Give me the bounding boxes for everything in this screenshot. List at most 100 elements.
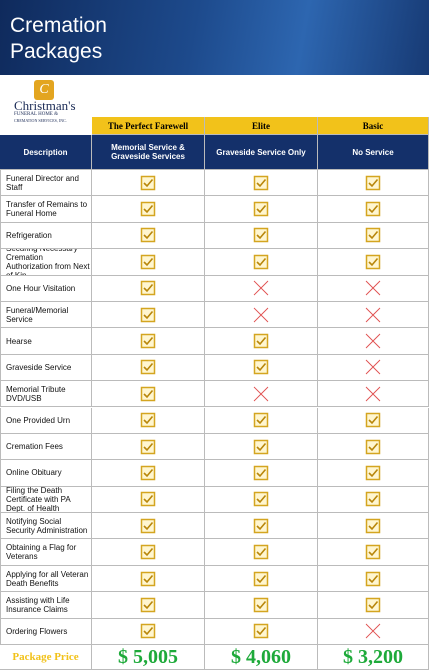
logo-line: FUNERAL HOME & — [14, 112, 58, 117]
check-icon — [253, 439, 269, 454]
mark-cell — [318, 539, 429, 566]
mark-cell — [92, 170, 205, 197]
mark-cell — [92, 354, 205, 382]
check-icon — [140, 307, 156, 322]
mark-cell — [92, 539, 205, 566]
check-icon — [365, 465, 381, 481]
mark-cell — [205, 301, 318, 329]
mark-cell — [92, 433, 205, 461]
description-header: Description — [0, 135, 92, 170]
mark-cell — [318, 196, 429, 223]
mark-cell — [92, 565, 205, 593]
row-label: Filing the Death Certificate with PA Dep… — [0, 486, 92, 514]
check-icon — [365, 439, 381, 454]
row-label: Applying for all Veteran Death Benefits — [0, 565, 92, 593]
row-label: Ordering Flowers — [0, 618, 92, 645]
check-icon — [365, 571, 381, 586]
mark-cell — [318, 328, 429, 355]
mark-cell — [205, 170, 318, 197]
mark-cell — [205, 407, 318, 434]
cross-icon — [365, 360, 381, 375]
row-label: Graveside Service — [0, 354, 92, 382]
header-banner: Cremation Packages — [0, 0, 429, 75]
row-label: One Hour Visitation — [0, 275, 92, 302]
check-icon — [140, 544, 156, 560]
cross-icon — [365, 623, 381, 639]
mark-cell — [318, 407, 429, 434]
check-icon — [365, 492, 381, 507]
check-icon — [365, 597, 381, 613]
cross-icon — [365, 333, 381, 349]
package-name: Elite — [205, 117, 318, 135]
mark-cell — [205, 354, 318, 382]
check-icon — [253, 597, 269, 613]
mark-cell — [205, 539, 318, 566]
row-label: One Provided Urn — [0, 407, 92, 434]
row-label: Securing Necessary Cremation Authorizati… — [0, 249, 92, 276]
row-label: Transfer of Remains to Funeral Home — [0, 196, 92, 223]
mark-cell — [92, 592, 205, 619]
mark-cell — [205, 513, 318, 540]
check-icon — [253, 412, 269, 428]
mark-cell — [92, 486, 205, 514]
mark-cell — [92, 249, 205, 276]
cross-icon — [253, 386, 269, 402]
mark-cell — [205, 486, 318, 514]
title-line: Cremation — [10, 14, 107, 37]
mark-cell — [92, 460, 205, 487]
package-subtitle: No Service — [318, 135, 429, 170]
mark-cell — [318, 513, 429, 540]
check-icon — [253, 465, 269, 481]
check-icon — [140, 571, 156, 586]
mark-cell — [205, 381, 318, 408]
row-label: Assisting with Life Insurance Claims — [0, 592, 92, 619]
check-icon — [253, 518, 269, 533]
mark-cell — [92, 407, 205, 434]
check-icon — [140, 386, 156, 402]
check-icon — [140, 439, 156, 454]
check-icon — [253, 624, 269, 639]
check-icon — [365, 201, 381, 217]
mark-cell — [205, 433, 318, 461]
mark-cell — [318, 486, 429, 514]
row-label: Funeral/Memorial Service — [0, 301, 92, 329]
mark-cell — [92, 301, 205, 329]
mark-cell — [318, 222, 429, 250]
logo-line: CREMATION SERVICES, INC. — [14, 118, 67, 123]
row-label: Online Obituary — [0, 460, 92, 487]
cross-icon — [365, 307, 381, 322]
check-icon — [140, 597, 156, 613]
package-name: Basic — [318, 117, 429, 135]
mark-cell — [318, 275, 429, 302]
row-label: Notifying Social Security Administration — [0, 513, 92, 540]
mark-cell — [318, 460, 429, 487]
mark-cell — [318, 301, 429, 329]
mark-cell — [318, 433, 429, 461]
mark-cell — [92, 222, 205, 250]
mark-cell — [92, 381, 205, 408]
check-icon — [140, 624, 156, 639]
mark-cell — [205, 592, 318, 619]
mark-cell — [205, 328, 318, 355]
logo-name: Christman's — [14, 98, 76, 113]
cross-icon — [253, 307, 269, 322]
row-label: Obtaining a Flag for Veterans — [0, 539, 92, 566]
mark-cell — [92, 513, 205, 540]
price-label: Package Price — [0, 645, 92, 670]
mark-cell — [205, 618, 318, 645]
logo-icon: C — [34, 80, 54, 100]
check-icon — [140, 280, 156, 296]
check-icon — [253, 544, 269, 560]
title-line: Packages — [10, 40, 103, 63]
check-icon — [140, 175, 156, 190]
package-name: The Perfect Farewell — [92, 117, 205, 135]
mark-cell — [205, 565, 318, 593]
package-price: $ 4,060 — [205, 645, 318, 670]
check-icon — [253, 492, 269, 507]
mark-cell — [205, 196, 318, 223]
check-icon — [365, 175, 381, 190]
mark-cell — [92, 328, 205, 355]
check-icon — [253, 333, 269, 349]
row-label: Funeral Director and Staff — [0, 170, 92, 197]
